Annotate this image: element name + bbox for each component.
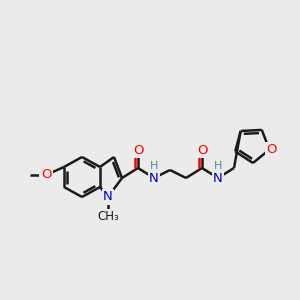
Text: H: H	[150, 161, 158, 171]
Text: N: N	[103, 190, 113, 203]
Text: N: N	[213, 172, 223, 184]
Text: H: H	[214, 161, 222, 171]
Text: CH₃: CH₃	[97, 211, 119, 224]
Text: O: O	[133, 143, 143, 157]
Text: O: O	[197, 143, 207, 157]
Text: O: O	[266, 143, 277, 156]
Text: O: O	[41, 169, 51, 182]
Text: N: N	[149, 172, 159, 184]
